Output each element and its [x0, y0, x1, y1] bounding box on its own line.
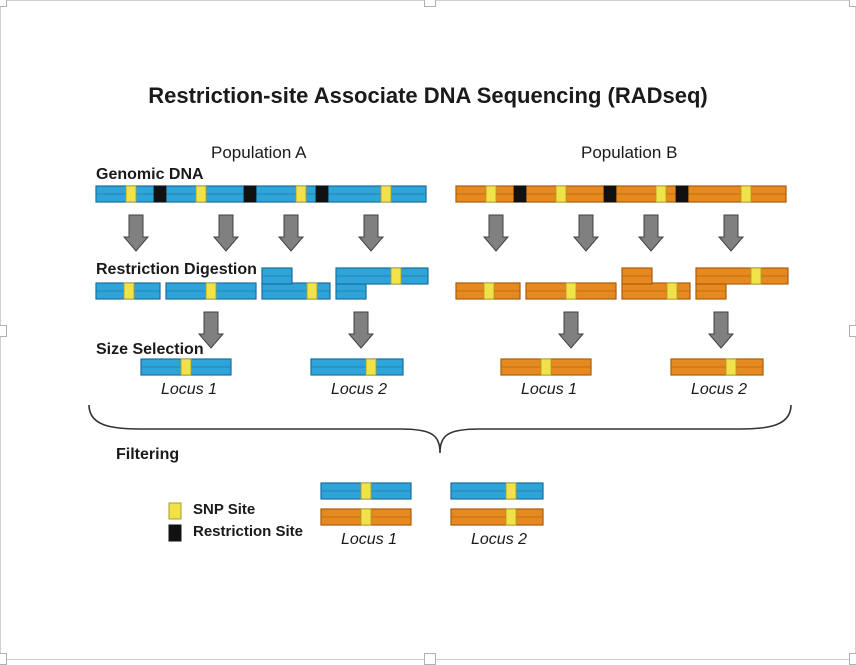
diagram-canvas	[1, 1, 856, 661]
step-genomic-label: Genomic DNA	[96, 166, 204, 184]
step-filtering-label: Filtering	[116, 446, 179, 464]
step-restriction-label: Restriction Digestion	[96, 261, 257, 279]
locus-label: Locus 1	[161, 381, 217, 399]
legend-restriction-label: Restriction Site	[193, 523, 303, 540]
locus-label: Locus 1	[341, 531, 397, 549]
locus-label: Locus 2	[691, 381, 747, 399]
pop-b-label: Population B	[581, 143, 677, 163]
legend-snp-label: SNP Site	[193, 501, 255, 518]
locus-label: Locus 1	[521, 381, 577, 399]
locus-label: Locus 2	[471, 531, 527, 549]
pop-a-label: Population A	[211, 143, 306, 163]
locus-label: Locus 2	[331, 381, 387, 399]
diagram-page: Restriction-site Associate DNA Sequencin…	[0, 0, 856, 660]
step-size-label: Size Selection	[96, 341, 204, 359]
